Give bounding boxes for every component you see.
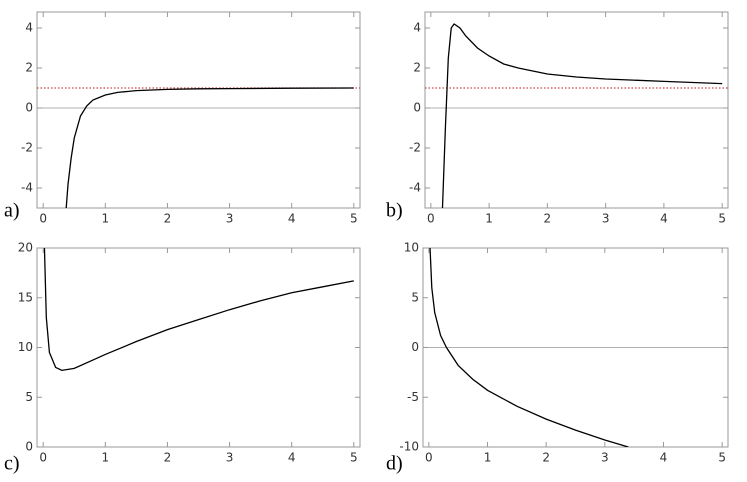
x-tick-label: 2 <box>542 451 550 465</box>
y-tick-label: 0 <box>25 440 33 454</box>
y-tick-label: 4 <box>25 21 33 35</box>
y-tick-label: -4 <box>409 181 421 195</box>
y-tick-label: -10 <box>399 440 419 454</box>
frame <box>36 247 361 448</box>
plot-area <box>43 248 354 372</box>
panel-label: d) <box>386 453 403 475</box>
x-tick-label: 1 <box>102 212 110 226</box>
curve <box>65 87 354 208</box>
y-tick-label: 0 <box>411 340 419 354</box>
panel-label: a) <box>4 200 20 222</box>
x-tick-label: 0 <box>425 451 433 465</box>
x-tick-label: 4 <box>288 212 296 226</box>
curve <box>441 23 723 208</box>
x-tick-label: 5 <box>350 451 358 465</box>
curve <box>43 248 354 372</box>
y-tick-label: 15 <box>18 290 33 304</box>
y-tick-label: 4 <box>413 21 421 35</box>
y-tick-label: 0 <box>413 101 421 115</box>
y-tick-label: 10 <box>18 340 33 354</box>
curve <box>429 248 629 447</box>
y-tick-label: -2 <box>409 141 421 155</box>
x-tick-label: 3 <box>226 212 234 226</box>
x-tick-label: 5 <box>350 212 358 226</box>
frame <box>36 11 361 209</box>
x-tick-label: 2 <box>164 212 172 226</box>
plot-area <box>37 87 360 208</box>
x-tick-label: 3 <box>602 212 610 226</box>
y-tick-label: 0 <box>25 101 33 115</box>
x-tick-label: 0 <box>39 212 47 226</box>
y-tick-label: 5 <box>411 290 419 304</box>
panel-label: b) <box>386 200 403 222</box>
x-tick-label: 4 <box>660 212 668 226</box>
x-tick-label: 0 <box>427 212 435 226</box>
y-tick-label: 5 <box>25 390 33 404</box>
x-tick-label: 2 <box>544 212 552 226</box>
y-tick-label: -2 <box>21 141 33 155</box>
x-tick-label: 1 <box>102 451 110 465</box>
y-tick-label: 20 <box>18 241 33 255</box>
x-tick-label: 3 <box>601 451 609 465</box>
y-tick-label: -5 <box>407 390 419 404</box>
x-tick-label: 2 <box>164 451 172 465</box>
x-tick-label: 1 <box>485 212 493 226</box>
y-tick-label: 2 <box>25 61 33 75</box>
x-tick-label: 5 <box>718 212 726 226</box>
y-tick-label: 2 <box>413 61 421 75</box>
y-tick-label: -4 <box>21 181 33 195</box>
x-tick-label: 0 <box>39 451 47 465</box>
x-tick-label: 4 <box>288 451 296 465</box>
x-tick-label: 3 <box>226 451 234 465</box>
x-tick-label: 1 <box>484 451 492 465</box>
x-tick-label: 5 <box>718 451 726 465</box>
x-tick-label: 4 <box>660 451 668 465</box>
panel-label: c) <box>4 453 20 475</box>
frame <box>424 11 729 209</box>
plot-area <box>423 248 728 447</box>
y-tick-label: 10 <box>404 241 419 255</box>
plot-area <box>425 23 728 208</box>
